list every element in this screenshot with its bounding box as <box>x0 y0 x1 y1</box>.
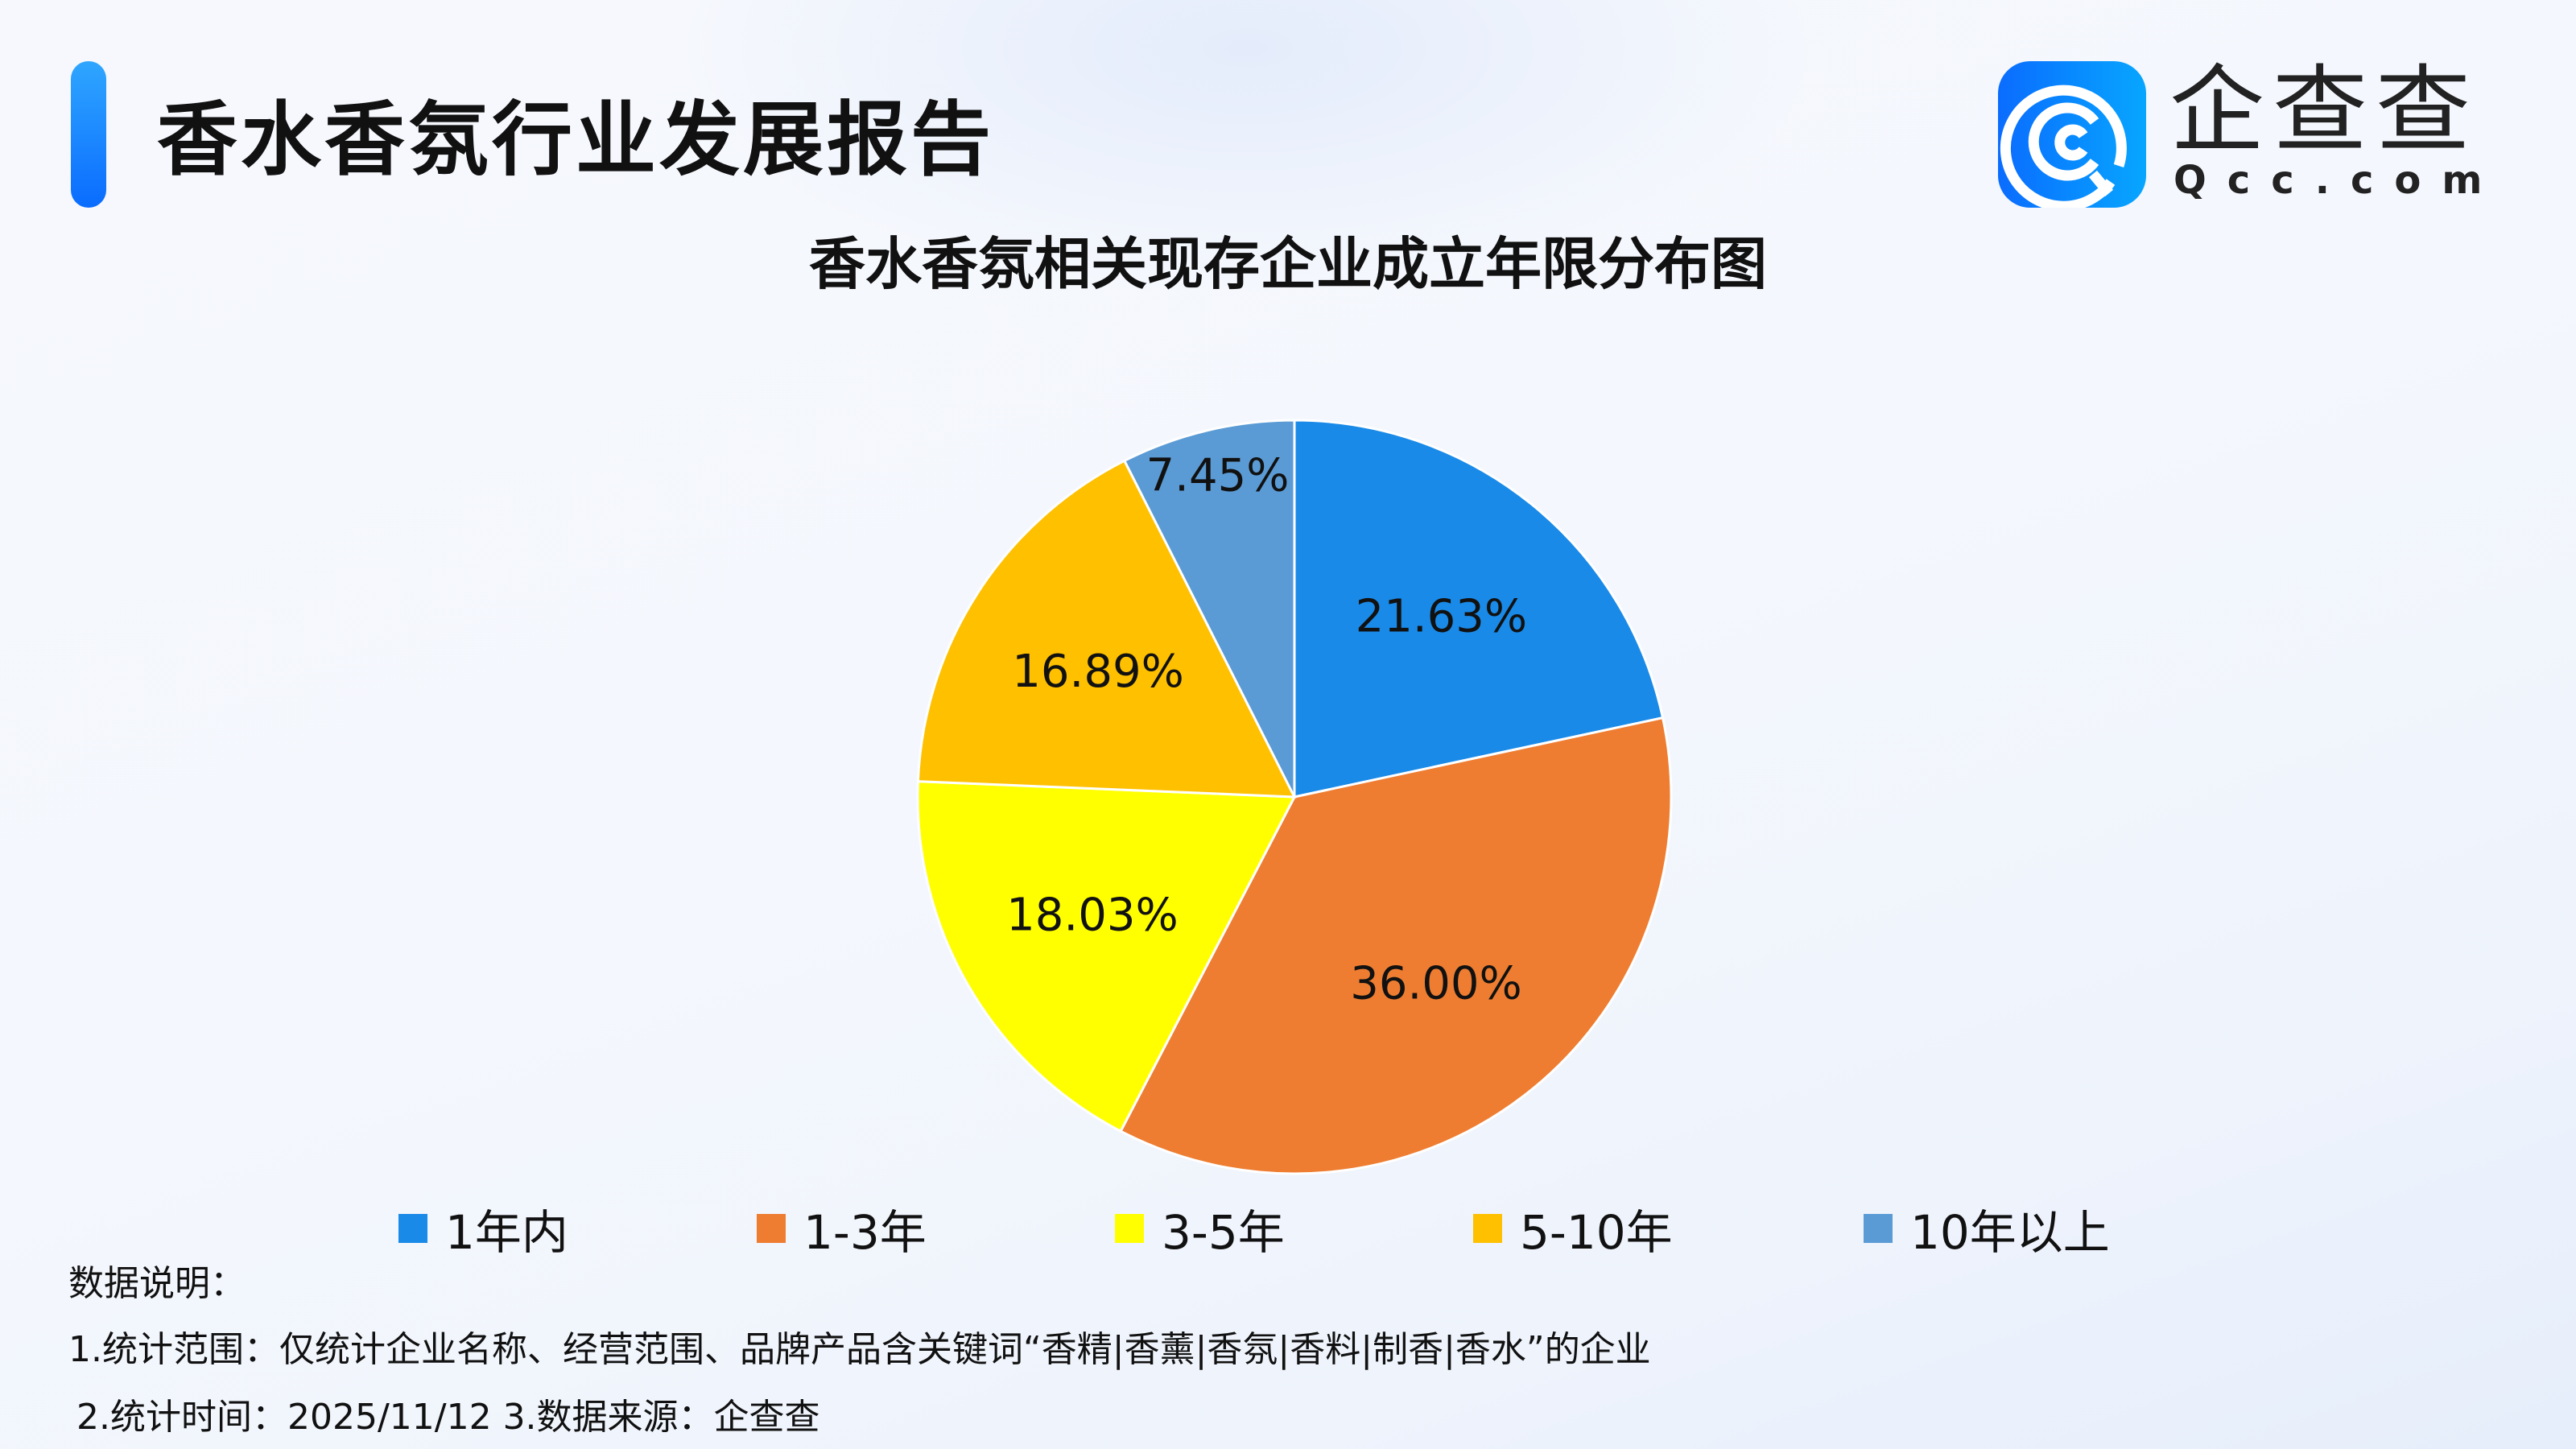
legend-swatch <box>757 1214 786 1243</box>
pie-slice-0 <box>1293 419 1665 799</box>
notes-heading: 数据说明： <box>68 1263 246 1304</box>
logo-subtext: Qcc.com <box>2174 158 2504 203</box>
legend-item: 3-5年 <box>1115 1195 1285 1262</box>
legend-swatch <box>1115 1214 1144 1243</box>
pie-slice-2 <box>916 780 1297 1133</box>
legend-item: 1-3年 <box>757 1195 927 1262</box>
data-label: 7.45% <box>1146 449 1290 502</box>
data-label: 21.63% <box>1356 590 1528 642</box>
notes-line-2: 2.统计时间：2025/11/12 3.数据来源：企查查 <box>76 1397 820 1438</box>
legend-label: 3-5年 <box>1162 1205 1285 1260</box>
legend-swatch <box>1473 1214 1502 1243</box>
data-label: 18.03% <box>1006 889 1179 941</box>
legend-swatch <box>1864 1214 1893 1243</box>
legend-label: 1年内 <box>445 1205 568 1260</box>
pie-slice-1 <box>1119 716 1673 1175</box>
data-label: 36.00% <box>1350 958 1522 1010</box>
title-accent-bar <box>71 61 106 208</box>
pie-slice-4 <box>1122 419 1296 798</box>
legend-item: 5-10年 <box>1473 1195 1673 1262</box>
notes-line-1: 1.统计范围：仅统计企业名称、经营范围、品牌产品含关键词“香精|香薰|香氛|香料… <box>68 1329 1651 1370</box>
pie-slice-3 <box>916 459 1297 799</box>
legend-swatch <box>398 1214 427 1243</box>
qcc-logo-icon <box>1998 61 2146 212</box>
legend-label: 10年以上 <box>1910 1205 2110 1260</box>
chart-title: 香水香氛相关现存企业成立年限分布图 <box>809 231 1767 297</box>
legend-label: 5-10年 <box>1520 1205 1673 1260</box>
legend-item: 10年以上 <box>1864 1195 2110 1262</box>
logo-text: 企查查 <box>2169 55 2479 166</box>
legend: 1年内 1-3年 3-5年 5-10年 10年以上 <box>0 1195 2576 1262</box>
legend-label: 1-3年 <box>803 1205 927 1260</box>
page-title: 香水香氛行业发展报告 <box>157 93 994 187</box>
data-label: 16.89% <box>1012 646 1184 698</box>
legend-item: 1年内 <box>398 1195 568 1262</box>
